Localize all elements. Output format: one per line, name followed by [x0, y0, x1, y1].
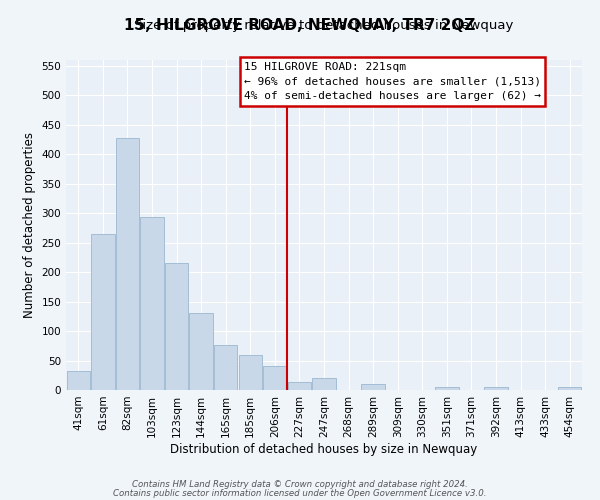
Text: 15, HILGROVE ROAD, NEWQUAY, TR7 2QZ: 15, HILGROVE ROAD, NEWQUAY, TR7 2QZ	[124, 18, 476, 32]
Bar	[67, 371, 90, 390]
Bar	[116, 138, 139, 390]
Bar	[263, 366, 287, 390]
Title: Size of property relative to detached houses in Newquay: Size of property relative to detached ho…	[134, 20, 514, 32]
Bar	[140, 218, 164, 390]
Bar	[214, 345, 238, 390]
Bar	[190, 314, 213, 390]
Bar	[484, 387, 508, 390]
Bar	[165, 264, 188, 390]
Text: Contains public sector information licensed under the Open Government Licence v3: Contains public sector information licen…	[113, 489, 487, 498]
Text: Contains HM Land Registry data © Crown copyright and database right 2024.: Contains HM Land Registry data © Crown c…	[132, 480, 468, 489]
Bar	[361, 384, 385, 390]
X-axis label: Distribution of detached houses by size in Newquay: Distribution of detached houses by size …	[170, 442, 478, 456]
Bar	[435, 387, 458, 390]
Bar	[558, 387, 581, 390]
Text: 15 HILGROVE ROAD: 221sqm
← 96% of detached houses are smaller (1,513)
4% of semi: 15 HILGROVE ROAD: 221sqm ← 96% of detach…	[244, 62, 541, 101]
Bar	[91, 234, 115, 390]
Bar	[239, 354, 262, 390]
Bar	[288, 382, 311, 390]
Bar	[313, 378, 335, 390]
Y-axis label: Number of detached properties: Number of detached properties	[23, 132, 36, 318]
